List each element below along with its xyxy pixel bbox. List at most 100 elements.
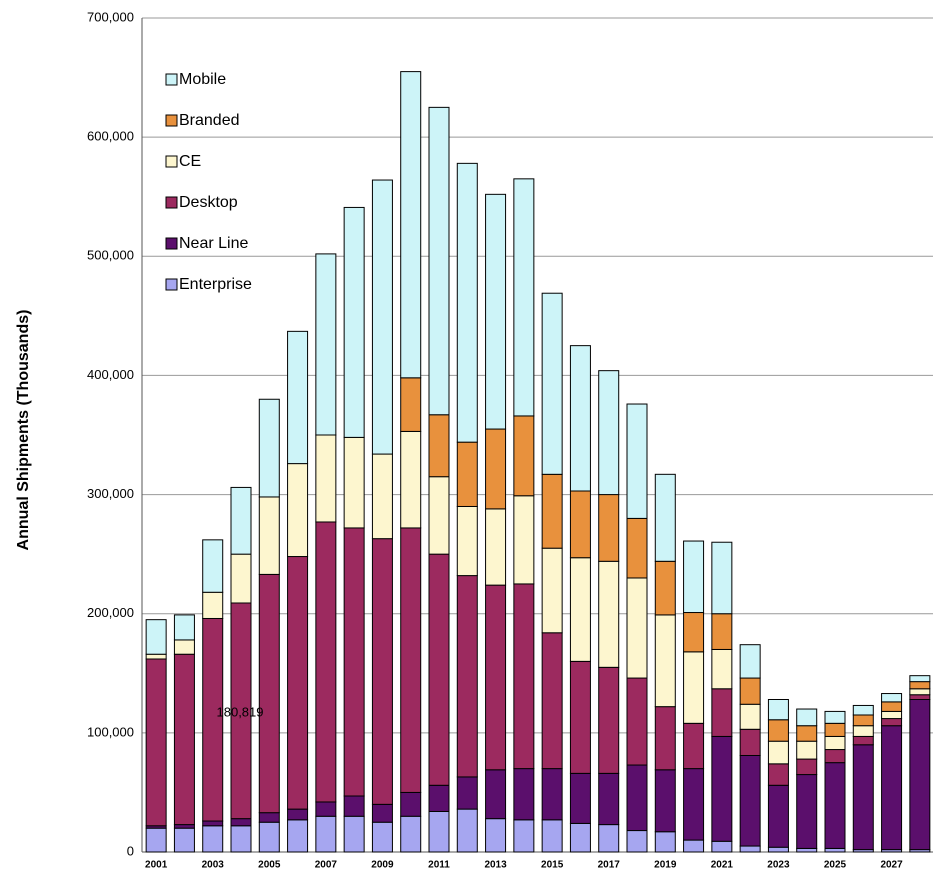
bar-segment <box>767 784 789 848</box>
bar-segment <box>569 490 591 559</box>
annotation: 180,819 <box>217 704 264 719</box>
bar-segment <box>881 701 903 712</box>
bar-segment <box>824 722 846 737</box>
x-tick-label: 2005 <box>258 860 281 871</box>
bar-segment <box>258 398 280 498</box>
bar-segment <box>541 292 563 475</box>
y-axis-label: Annual Shipments (Thousands) <box>15 310 32 551</box>
x-tick-label: 2009 <box>371 860 394 871</box>
bar-segment <box>287 463 309 558</box>
bar-segment <box>513 495 535 585</box>
x-tick-label: 2017 <box>598 860 621 871</box>
bar-segment <box>654 560 676 616</box>
x-tick-label: 2015 <box>541 860 564 871</box>
bar-segment <box>145 653 167 660</box>
bar-segment <box>909 681 931 690</box>
bar-segment <box>626 517 648 579</box>
bar-segment <box>145 658 167 827</box>
bar-segment <box>202 820 224 827</box>
x-tick-label: 2001 <box>145 860 168 871</box>
bar-segment <box>711 541 733 615</box>
bar-segment <box>739 754 761 847</box>
bar-segment <box>683 612 705 653</box>
bar-segment <box>145 827 167 853</box>
bar-segment <box>258 812 280 823</box>
bar-segment <box>456 162 478 443</box>
bar-segment <box>428 553 450 786</box>
bar-segment <box>428 476 450 555</box>
bar-segment <box>258 496 280 575</box>
x-tick-label: 2003 <box>202 860 225 871</box>
bar-segment <box>258 821 280 853</box>
bar-segment <box>343 795 365 817</box>
bar-segment <box>824 710 846 724</box>
bar-segment <box>767 698 789 721</box>
bar-segment <box>739 703 761 730</box>
bar-segment <box>654 831 676 853</box>
bar-segment <box>654 473 676 562</box>
bar-segment <box>626 764 648 832</box>
legend-label: Branded <box>179 112 240 129</box>
bar-segment <box>541 768 563 821</box>
bar-segment <box>711 648 733 690</box>
bar-segment <box>881 710 903 720</box>
legend-swatch <box>165 237 178 250</box>
legend-swatch <box>165 155 178 168</box>
bar-segment <box>569 772 591 824</box>
bar-segment <box>485 584 507 771</box>
x-tick-label: 2011 <box>428 860 450 871</box>
bar-segment <box>173 827 195 853</box>
bar-segment <box>230 553 252 604</box>
bar-segment <box>711 688 733 737</box>
bar-segment <box>683 651 705 724</box>
bar-segment <box>428 810 450 853</box>
bar-segment <box>400 791 422 817</box>
bar-segment <box>400 71 422 379</box>
bar-segment <box>315 434 337 523</box>
bar-segment <box>598 666 620 774</box>
bar-segment <box>258 573 280 814</box>
bar-segment <box>202 825 224 853</box>
y-tick-label: 100,000 <box>87 724 134 739</box>
legend-label: Desktop <box>179 194 238 211</box>
bar-segment <box>654 769 676 833</box>
bar-segment <box>371 538 393 805</box>
bar-segment <box>485 508 507 586</box>
x-tick-label: 2013 <box>484 860 507 871</box>
bar-segment <box>287 808 309 821</box>
bar-segment <box>485 769 507 820</box>
x-tick-label: 2007 <box>315 860 338 871</box>
y-tick-label: 400,000 <box>87 367 134 382</box>
bar-segment <box>598 494 620 562</box>
bar-segment <box>371 453 393 540</box>
bar-segment <box>202 617 224 822</box>
legend-label: Enterprise <box>179 276 252 293</box>
bar-segment <box>287 819 309 853</box>
bar-segment <box>230 486 252 555</box>
bar-segment <box>287 330 309 465</box>
bar-segment <box>428 784 450 812</box>
bar-segment <box>428 106 450 416</box>
bar-segment <box>456 776 478 810</box>
bar-segment <box>796 847 818 853</box>
bar-segment <box>598 370 620 496</box>
y-tick-label: 700,000 <box>87 9 134 24</box>
bar-segment <box>173 824 195 829</box>
bar-segment <box>796 758 818 776</box>
bar-segment <box>909 698 931 851</box>
bar-segment <box>456 505 478 577</box>
bar-segment <box>881 693 903 703</box>
bar-segment <box>343 206 365 438</box>
bar-segment <box>598 824 620 853</box>
bar-segment <box>371 821 393 853</box>
bar-segment <box>513 768 535 821</box>
bar-segment <box>202 591 224 619</box>
bar-segment <box>400 377 422 432</box>
bar-segment <box>654 614 676 708</box>
bar-segment <box>626 677 648 766</box>
y-tick-label: 200,000 <box>87 605 134 620</box>
bar-segment <box>541 632 563 770</box>
bar-segment <box>711 840 733 853</box>
bar-segment <box>598 560 620 668</box>
bar-segment <box>852 704 874 716</box>
